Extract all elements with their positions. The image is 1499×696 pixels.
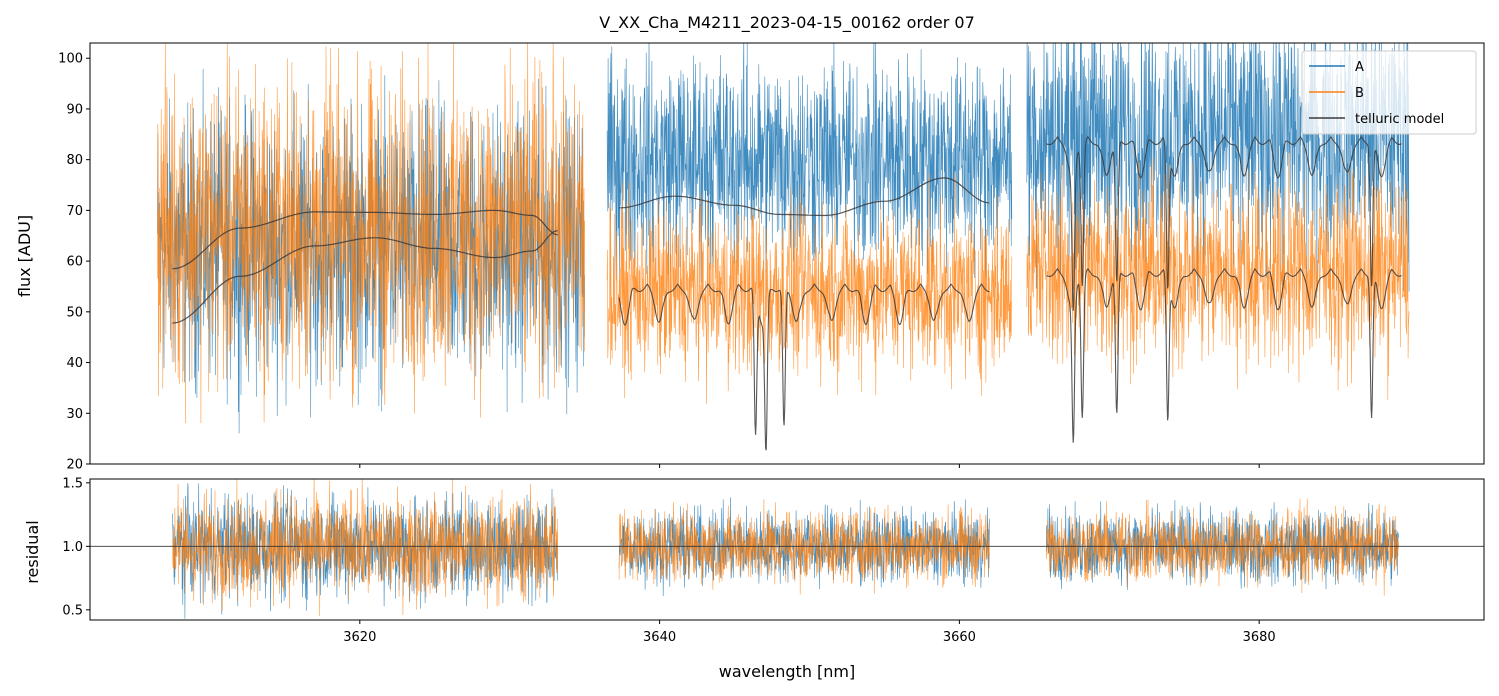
x-axis-label: wavelength [nm] [719,662,856,681]
chart-title: V_XX_Cha_M4211_2023-04-15_00162 order 07 [599,13,975,33]
top-y-tick-label-100: 100 [58,52,83,67]
legend-label-b: B [1355,86,1364,101]
series-a-segment-2 [606,43,1013,283]
legend: A B telluric model [1301,50,1477,135]
bottom-plot-area [90,479,1484,619]
bottom-x-ticks: 3620 3640 3660 3680 [343,620,1276,645]
top-plot-area [157,43,1410,451]
bottom-y-tick-label-1.5: 1.5 [62,476,83,491]
legend-box [1301,50,1477,135]
top-y-tick-label-70: 70 [66,204,83,219]
residual-b-segment-2 [618,499,990,595]
telluric-model-b-segment-3 [1046,267,1402,443]
series-b-segment-3 [1026,153,1410,400]
bottom-y-axis-label: residual [23,520,42,583]
telluric-model-a-segment-1 [172,230,558,324]
top-y-ticks: 20 30 40 50 60 70 80 90 100 [58,52,90,473]
x-tick-label-3660: 3660 [943,630,976,645]
series-b-segment-1 [157,43,585,424]
residual-b-segment-3 [1046,498,1399,596]
telluric-model-a-segment-3 [1046,135,1402,311]
top-y-tick-label-80: 80 [66,153,83,168]
top-axes-frame [89,42,1485,465]
top-y-tick-label-50: 50 [66,305,83,320]
top-y-tick-label-60: 60 [66,255,83,270]
telluric-model-b-segment-2 [618,283,990,451]
telluric-model-b-segment-1 [172,209,558,270]
bottom-y-tick-label-0.5: 0.5 [62,603,83,618]
telluric-model-a-segment-2 [619,177,990,217]
x-tick-label-3640: 3640 [643,630,676,645]
x-tick-label-3680: 3680 [1243,630,1276,645]
residual-a-segment-2 [618,497,990,597]
top-y-axis-label: flux [ADU] [15,215,34,297]
bottom-y-ticks: 0.5 1.0 1.5 [62,476,90,618]
residual-b-segment-1 [172,479,558,617]
top-y-tick-label-30: 30 [66,407,83,422]
legend-label-telluric: telluric model [1355,112,1444,127]
top-y-tick-label-20: 20 [66,458,83,473]
top-y-tick-label-40: 40 [66,356,83,371]
top-x-ticks [359,464,1260,468]
bottom-axes-frame [89,478,1485,621]
x-tick-label-3620: 3620 [343,630,376,645]
legend-label-a: A [1355,60,1364,75]
top-y-tick-label-90: 90 [66,102,83,117]
bottom-y-tick-label-1.0: 1.0 [62,540,83,555]
